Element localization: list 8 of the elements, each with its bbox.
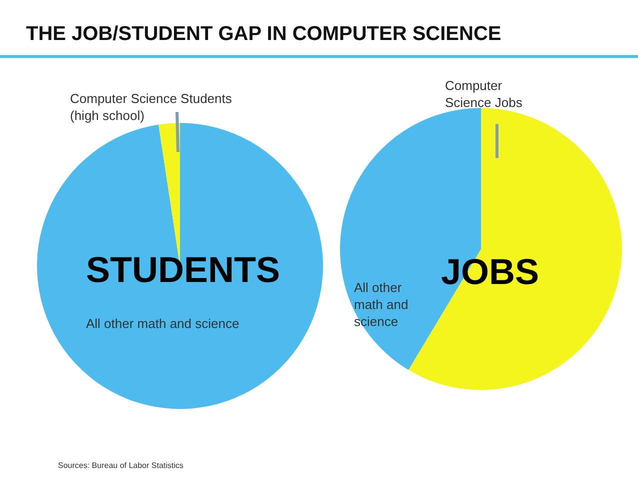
text: STUDENTS	[86, 249, 280, 290]
source-note: Sources: Bureau of Labor Statistics	[58, 461, 184, 470]
pie-slice	[408, 108, 622, 390]
slice-label: All other math and science	[86, 316, 240, 331]
slice-label: Computer Science Jobs	[445, 78, 523, 110]
pie-slice	[37, 123, 323, 409]
slice-label: Computer Science Students (high school)	[70, 91, 232, 123]
text: THE JOB/STUDENT GAP IN COMPUTER SCIENCE	[26, 23, 502, 45]
